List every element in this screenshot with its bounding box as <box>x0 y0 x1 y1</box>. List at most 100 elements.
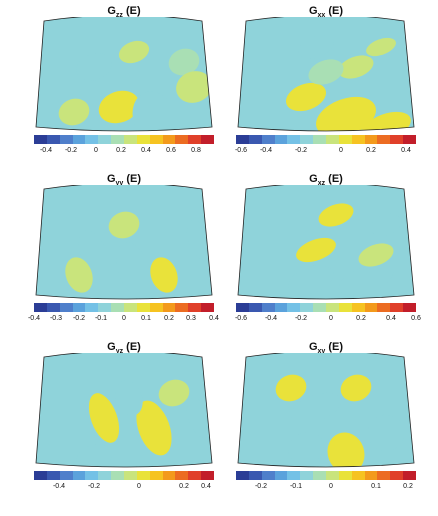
colorbar-cell <box>59 135 74 144</box>
colorbar-cell <box>85 303 99 312</box>
colorbar-tick-label: -0.2 <box>87 483 101 490</box>
colorbar-tick-label: 0.4 <box>209 315 219 322</box>
colorbar-cell <box>377 471 391 480</box>
field-anomaly <box>150 257 178 293</box>
colorbar-cell <box>377 303 391 312</box>
colorbar-ticks: -0.6 -0.4 -0.2 0 0.2 0.4 0.6 <box>235 315 421 325</box>
colorbar-ticks: -0.4 -0.2 0 0.2 0.4 0.6 0.8 <box>34 147 214 157</box>
colorbar-cell <box>300 135 314 144</box>
field-map <box>35 17 213 132</box>
colorbar-tick-label: -0.3 <box>49 315 63 322</box>
field-anomaly <box>340 374 372 402</box>
panel-title-part: zz <box>115 12 123 20</box>
colorbar-cell <box>338 135 353 144</box>
colorbar-tick-label: -0.2 <box>64 147 78 154</box>
colorbar-cell <box>34 135 48 144</box>
colorbar-cell <box>236 135 250 144</box>
colorbar-cell <box>85 135 99 144</box>
field-anomaly <box>116 242 152 298</box>
colorbar-cell <box>236 303 250 312</box>
field-anomaly <box>338 55 374 79</box>
field-anomaly <box>136 400 172 456</box>
colorbar-tick-label: 0.4 <box>201 483 211 490</box>
colorbar-tick-label: -0.4 <box>39 147 53 154</box>
colorbar-tick-label: -0.4 <box>27 315 41 322</box>
colorbar-ticks: -0.6 -0.4 -0.2 0 0.2 0.4 <box>235 147 416 157</box>
colorbar-cell <box>377 135 391 144</box>
colorbar-cell <box>364 303 378 312</box>
colorbar-cell <box>390 135 404 144</box>
colorbar-tick-label: 0.2 <box>356 315 366 322</box>
colorbar-tick-label: -0.1 <box>289 483 303 490</box>
field-anomaly <box>361 111 411 131</box>
field-anomaly <box>367 414 405 452</box>
field-map <box>237 353 415 468</box>
colorbar <box>34 471 215 480</box>
colorbar-cell <box>175 303 189 312</box>
field-anomaly <box>176 71 212 103</box>
colorbar-cell <box>390 471 404 480</box>
colorbar-cell <box>98 303 112 312</box>
field-anomaly <box>285 82 327 112</box>
colorbar-cell <box>34 471 48 480</box>
field-anomaly <box>108 211 140 239</box>
colorbar-cell <box>149 135 164 144</box>
field-map <box>35 353 213 468</box>
colorbar-cell <box>274 471 288 480</box>
map-panel: Gxy (E) -0.2 -0.1 0 0.1 0.2 <box>236 341 436 501</box>
field-anomaly <box>186 220 212 260</box>
colorbar-cell <box>326 303 340 312</box>
colorbar-cell <box>98 135 112 144</box>
map-frame <box>35 185 213 300</box>
panel-title-part: (E) <box>325 341 344 353</box>
colorbar-cell <box>149 303 164 312</box>
field-anomaly <box>186 398 212 438</box>
colorbar-cell <box>326 135 340 144</box>
panel-title: Gxx (E) <box>236 5 416 19</box>
colorbar-tick-label: -0.1 <box>94 315 108 322</box>
colorbar-cell <box>248 303 263 312</box>
panel-title-part: G <box>309 173 318 185</box>
colorbar <box>236 471 417 480</box>
panel-title-part: (E) <box>122 5 141 17</box>
panel-title-part: G <box>107 5 116 17</box>
colorbar-tick-label: -0.4 <box>264 315 278 322</box>
field-anomaly <box>318 203 354 227</box>
colorbar-tick-label: 0.1 <box>371 483 381 490</box>
colorbar-tick-label: 0.2 <box>403 483 413 490</box>
field-anomaly <box>76 444 112 467</box>
colorbar-cell <box>351 135 366 144</box>
colorbar-tick-label: 0.6 <box>166 147 176 154</box>
colorbar-cell <box>300 471 314 480</box>
colorbar-cell <box>175 135 189 144</box>
colorbar-cell <box>149 471 164 480</box>
colorbar-tick-label: 0.4 <box>386 315 396 322</box>
colorbar-cell <box>274 303 288 312</box>
colorbar-cell <box>261 303 276 312</box>
colorbar-cell <box>201 471 215 480</box>
colorbar-cell <box>98 471 112 480</box>
field-anomaly <box>288 265 334 295</box>
field-anomaly <box>76 53 112 81</box>
colorbar <box>236 303 417 312</box>
colorbar-cell <box>364 471 378 480</box>
panel-title-part: G <box>106 173 116 185</box>
colorbar-tick-label: -0.2 <box>294 315 308 322</box>
colorbar-cell <box>274 135 288 144</box>
field-anomaly <box>358 243 394 267</box>
field-map <box>35 185 213 300</box>
colorbar-cell <box>287 135 301 144</box>
field-anomaly <box>118 40 150 64</box>
map-panel: Gxz (E) -0.6 -0.4 -0.2 0 0.2 0.4 0.6 <box>235 173 436 333</box>
panel-title-part: xx <box>317 12 326 20</box>
colorbar-cell <box>111 471 125 480</box>
colorbar-cell <box>188 135 202 144</box>
colorbar-tick-label: 0.2 <box>179 483 189 490</box>
colorbar-cell <box>136 303 151 312</box>
colorbar-cell <box>111 135 125 144</box>
colorbar-tick-label: 0 <box>122 315 126 322</box>
colorbar-cell <box>188 471 202 480</box>
colorbar-tick-label: 0.2 <box>366 147 376 154</box>
colorbar-cell <box>236 471 250 480</box>
colorbar-cell <box>72 303 86 312</box>
